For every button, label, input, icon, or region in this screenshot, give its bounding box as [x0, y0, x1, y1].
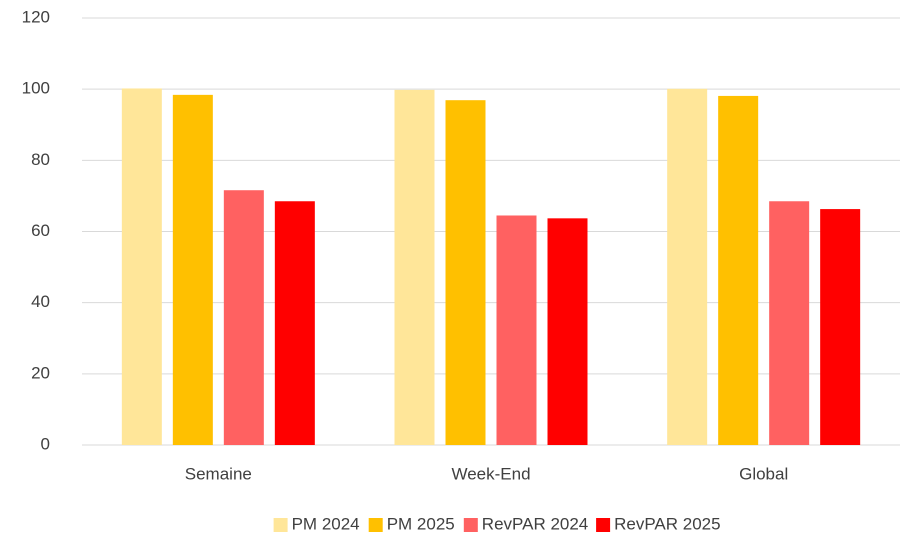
legend-swatch	[368, 518, 383, 532]
bar	[547, 218, 588, 445]
y-tick-label: 120	[22, 7, 50, 26]
legend-swatch	[463, 518, 478, 532]
bar	[769, 201, 810, 445]
x-tick-label: Semaine	[185, 464, 252, 483]
bar	[394, 89, 435, 446]
legend-label: RevPAR 2024	[482, 514, 588, 533]
bar	[121, 88, 162, 445]
bar	[496, 215, 537, 445]
x-tick-label: Global	[739, 464, 788, 483]
legend-swatch	[596, 518, 611, 532]
bar	[223, 190, 264, 445]
y-tick-label: 60	[31, 221, 50, 240]
legend-label: PM 2025	[387, 514, 455, 533]
bar	[820, 209, 861, 445]
legend-label: RevPAR 2025	[614, 514, 720, 533]
bar	[172, 94, 213, 446]
x-tick-label: Week-End	[451, 464, 530, 483]
y-tick-label: 20	[31, 363, 50, 382]
y-tick-label: 80	[31, 150, 50, 169]
bar	[718, 95, 759, 446]
bar	[274, 201, 315, 445]
legend-label: PM 2024	[292, 514, 360, 533]
y-tick-label: 40	[31, 292, 50, 311]
bar	[667, 88, 708, 445]
y-tick-label: 100	[22, 79, 50, 98]
bar	[445, 100, 486, 445]
y-tick-label: 0	[41, 434, 50, 453]
legend-swatch	[273, 518, 288, 532]
